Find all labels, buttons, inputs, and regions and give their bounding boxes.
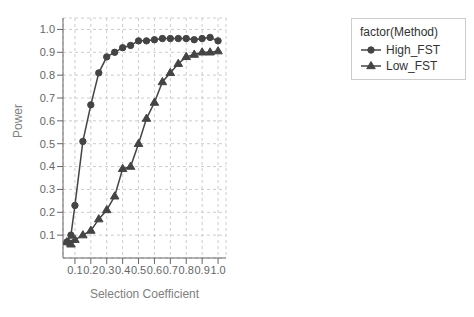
html-text:High_FST: High_FST bbox=[386, 43, 440, 57]
svg-text:0.6: 0.6 bbox=[40, 115, 55, 127]
svg-text:Selection Coefficient: Selection Coefficient bbox=[90, 287, 200, 301]
svg-text:0.3: 0.3 bbox=[99, 264, 114, 276]
html-text:factor(Method): factor(Method) bbox=[360, 25, 438, 39]
svg-text:1.0: 1.0 bbox=[210, 264, 225, 276]
svg-text:0.8: 0.8 bbox=[179, 264, 194, 276]
svg-text:Power: Power bbox=[11, 104, 25, 138]
svg-text:0.9: 0.9 bbox=[40, 46, 55, 58]
svg-text:0.6: 0.6 bbox=[147, 264, 162, 276]
svg-text:0.7: 0.7 bbox=[163, 264, 178, 276]
svg-text:1.0: 1.0 bbox=[40, 23, 55, 35]
svg-text:0.2: 0.2 bbox=[40, 206, 55, 218]
svg-text:0.5: 0.5 bbox=[40, 138, 55, 150]
svg-text:0.9: 0.9 bbox=[194, 264, 209, 276]
html-text:Low_FST: Low_FST bbox=[386, 59, 438, 73]
svg-text:0.4: 0.4 bbox=[115, 264, 130, 276]
svg-text:0.1: 0.1 bbox=[40, 229, 55, 241]
svg-text:0.3: 0.3 bbox=[40, 183, 55, 195]
svg-text:0.2: 0.2 bbox=[83, 264, 98, 276]
svg-text:0.5: 0.5 bbox=[131, 264, 146, 276]
svg-text:0.8: 0.8 bbox=[40, 69, 55, 81]
svg-text:0.4: 0.4 bbox=[40, 160, 55, 172]
svg-text:0.1: 0.1 bbox=[67, 264, 82, 276]
svg-text:0.7: 0.7 bbox=[40, 92, 55, 104]
